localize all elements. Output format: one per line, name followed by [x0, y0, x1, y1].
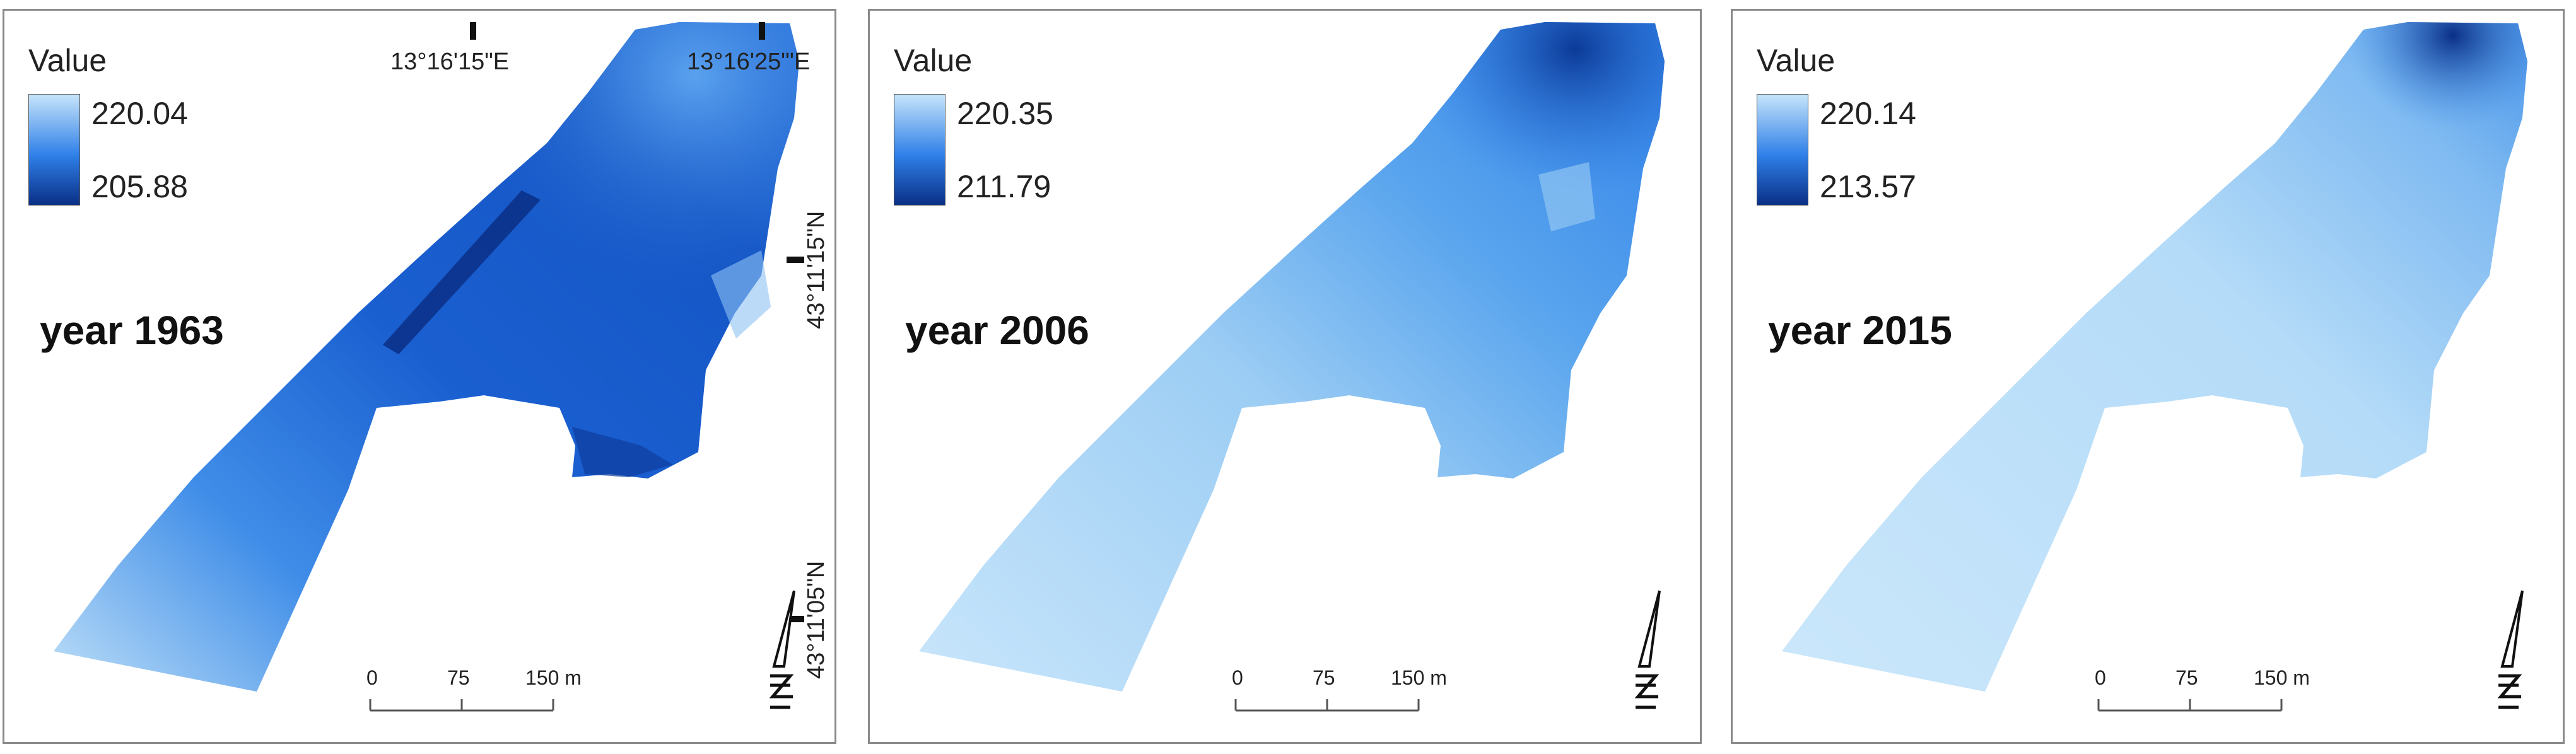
terrain-raster-2015: [1782, 22, 2527, 692]
terrain-raster-1963: [54, 22, 799, 692]
year-label: year 1963: [40, 308, 224, 353]
legend: Value 220.14 213.57: [1757, 43, 1916, 206]
longitude-label-1: 13°16'15"E: [390, 49, 510, 75]
scale-label-150: 150 m: [2254, 666, 2310, 689]
scale-label-150: 150 m: [1391, 666, 1447, 689]
scale-label-0: 0: [366, 666, 378, 689]
legend-color-ramp: [28, 94, 80, 206]
map-panel-1963: Value 220.04 205.88 year 1963 13°16'15"E…: [3, 9, 836, 744]
scale-label-75: 75: [447, 666, 470, 689]
legend: Value 220.35 211.79: [894, 43, 1053, 206]
north-arrow-icon: [2497, 590, 2524, 709]
lon-tick-2: [759, 22, 765, 40]
legend-color-ramp: [894, 94, 946, 206]
legend: Value 220.04 205.88: [28, 43, 188, 206]
legend-max-value: 220.04: [91, 96, 188, 131]
legend-max-value: 220.35: [957, 96, 1053, 131]
latitude-label-1: 43°11'15"N: [803, 211, 829, 329]
lon-tick-1: [470, 22, 476, 40]
scale-bar: 0 75 150 m: [358, 666, 582, 717]
scale-label-75: 75: [2175, 666, 2198, 689]
scale-label-75: 75: [1313, 666, 1335, 689]
legend-max-value: 220.14: [1820, 96, 1916, 131]
scale-label-0: 0: [2095, 666, 2106, 689]
north-arrow-icon: [769, 590, 795, 709]
legend-min-value: 205.88: [91, 169, 188, 204]
year-label: year 2015: [1768, 308, 1952, 353]
scale-bar: 0 75 150 m: [2086, 666, 2310, 717]
longitude-label-2: 13°16'25"'E: [687, 49, 811, 75]
map-panel-2015: Value 220.14 213.57 year 2015 0 75 150 m: [1731, 9, 2565, 744]
north-arrow-icon: [1634, 590, 1661, 709]
legend-min-value: 211.79: [957, 169, 1051, 204]
year-label: year 2006: [905, 308, 1089, 353]
latitude-label-2: 43°11'05"N: [803, 560, 829, 679]
legend-title: Value: [28, 43, 107, 78]
terrain-raster-2006: [919, 22, 1665, 692]
scale-bar: 0 75 150 m: [1223, 666, 1447, 717]
lat-tick-2: [787, 616, 804, 622]
lat-tick-1: [787, 257, 804, 263]
legend-min-value: 213.57: [1820, 169, 1916, 204]
legend-color-ramp: [1757, 94, 1808, 206]
legend-title: Value: [894, 43, 973, 78]
map-panel-2006: Value 220.35 211.79 year 2006 0 75 150 m: [868, 9, 1702, 744]
legend-title: Value: [1757, 43, 1835, 78]
scale-label-0: 0: [1232, 666, 1243, 689]
scale-label-150: 150 m: [525, 666, 582, 689]
